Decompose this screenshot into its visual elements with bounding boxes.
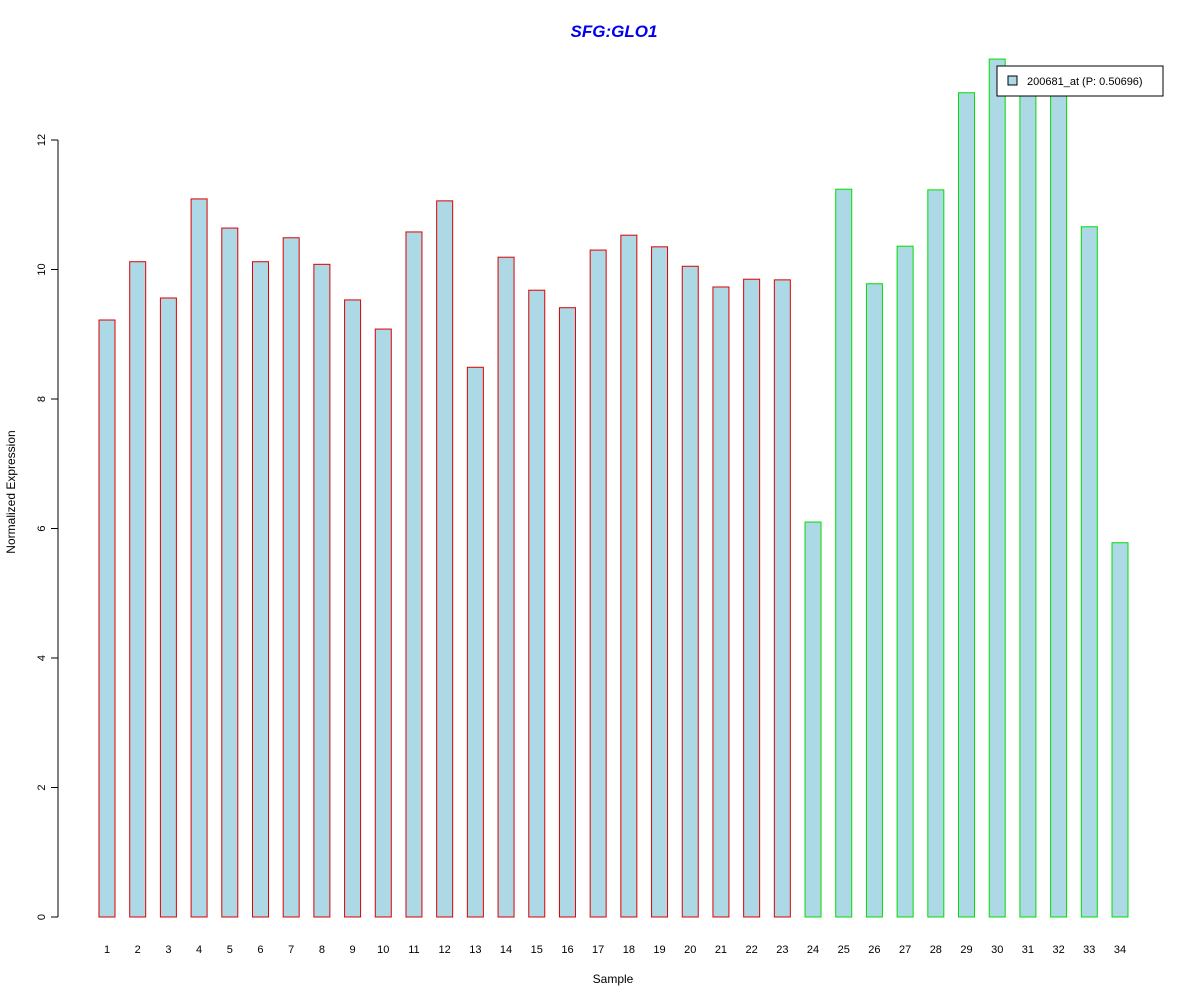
x-tick-label: 7 — [288, 944, 294, 956]
x-tick-label: 32 — [1052, 944, 1064, 956]
bar-sample-11 — [405, 231, 423, 918]
bar-sample-30 — [988, 58, 1006, 918]
bar-sample-15 — [528, 289, 546, 918]
x-tick-label: 19 — [653, 944, 665, 956]
x-tick-label: 8 — [319, 944, 325, 956]
bar-sample-5 — [221, 227, 239, 918]
bar-sample-17 — [589, 249, 607, 918]
x-tick-label: 5 — [227, 944, 233, 956]
bar-sample-25 — [835, 188, 853, 918]
y-tick-label: 12 — [36, 134, 48, 146]
bar-sample-34 — [1111, 542, 1129, 918]
bar-sample-31 — [1019, 87, 1037, 918]
bar-sample-7 — [282, 237, 300, 918]
bar-sample-1 — [98, 319, 116, 918]
x-tick-label: 9 — [350, 944, 356, 956]
y-tick-label: 8 — [36, 396, 48, 402]
bar-sample-16 — [558, 307, 576, 918]
bar-sample-23 — [773, 279, 791, 918]
bar-sample-32 — [1050, 81, 1068, 918]
bar-sample-29 — [958, 92, 976, 918]
bar-sample-19 — [651, 246, 669, 918]
x-tick-label: 6 — [257, 944, 263, 956]
x-tick-label: 26 — [868, 944, 880, 956]
bar-sample-3 — [159, 297, 177, 918]
x-tick-label: 28 — [930, 944, 942, 956]
bar-sample-26 — [865, 283, 883, 918]
bar-sample-6 — [251, 261, 269, 918]
bar-sample-4 — [190, 198, 208, 918]
x-tick-label: 16 — [561, 944, 573, 956]
bars — [98, 58, 1129, 918]
y-axis-label: Normalized Expression — [4, 430, 18, 553]
y-tick-label: 6 — [36, 525, 48, 531]
bar-sample-33 — [1080, 226, 1098, 918]
x-tick-label: 4 — [196, 944, 202, 956]
x-tick-label: 11 — [408, 944, 419, 956]
x-tick-label: 2 — [135, 944, 141, 956]
y-tick-label: 2 — [36, 784, 48, 790]
bar-sample-20 — [681, 265, 699, 918]
x-tick-label: 25 — [838, 944, 850, 956]
x-tick-label: 12 — [439, 944, 451, 956]
x-tick-label: 22 — [746, 944, 758, 956]
x-tick-label: 23 — [776, 944, 788, 956]
bar-sample-24 — [804, 521, 822, 918]
bar-sample-14 — [497, 256, 515, 918]
x-tick-label: 30 — [991, 944, 1003, 956]
x-tick-labels: 1 2 3 4 5 6 7 8 9 10 11 12 13 14 15 16 17 18 19 20 21 22 23 24 2… — [104, 944, 1126, 956]
bar-sample-27 — [896, 245, 914, 918]
x-axis-label: Sample — [593, 972, 634, 986]
bar-sample-2 — [129, 261, 147, 918]
legend-box — [996, 65, 1164, 97]
x-tick-label: 29 — [960, 944, 972, 956]
bar-sample-10 — [374, 328, 392, 918]
y-tick-label: 10 — [36, 263, 48, 275]
chart-title: SFG:GLO1 — [571, 22, 658, 41]
x-tick-label: 34 — [1114, 944, 1126, 956]
legend-swatch — [1007, 75, 1018, 86]
x-tick-label: 13 — [469, 944, 481, 956]
bar-sample-8 — [313, 263, 331, 918]
bar-sample-18 — [620, 234, 638, 918]
x-tick-label: 14 — [500, 944, 512, 956]
x-tick-label: 3 — [165, 944, 171, 956]
y-tick-label: 0 — [36, 914, 48, 920]
x-tick-label: 27 — [899, 944, 911, 956]
x-tick-label: 18 — [623, 944, 635, 956]
bar-sample-28 — [927, 189, 945, 918]
bar-sample-12 — [436, 200, 454, 918]
x-tick-label: 15 — [531, 944, 543, 956]
bar-sample-22 — [743, 278, 761, 918]
x-tick-label: 1 — [104, 944, 110, 956]
x-tick-label: 21 — [715, 944, 727, 956]
x-tick-label: 20 — [684, 944, 696, 956]
y-axis: 0 2 4 6 8 10 12 — [36, 134, 59, 920]
x-tick-label: 33 — [1083, 944, 1095, 956]
y-tick-label: 4 — [36, 655, 48, 661]
x-tick-label: 17 — [592, 944, 604, 956]
x-tick-label: 31 — [1022, 944, 1034, 956]
x-tick-label: 24 — [807, 944, 819, 956]
bar-sample-13 — [466, 366, 484, 918]
legend: 200681_at (P: 0.50696) — [996, 65, 1164, 97]
legend-label: 200681_at (P: 0.50696) — [1027, 76, 1143, 88]
bar-sample-9 — [344, 299, 362, 918]
bar-sample-21 — [712, 286, 730, 918]
x-tick-label: 10 — [377, 944, 389, 956]
